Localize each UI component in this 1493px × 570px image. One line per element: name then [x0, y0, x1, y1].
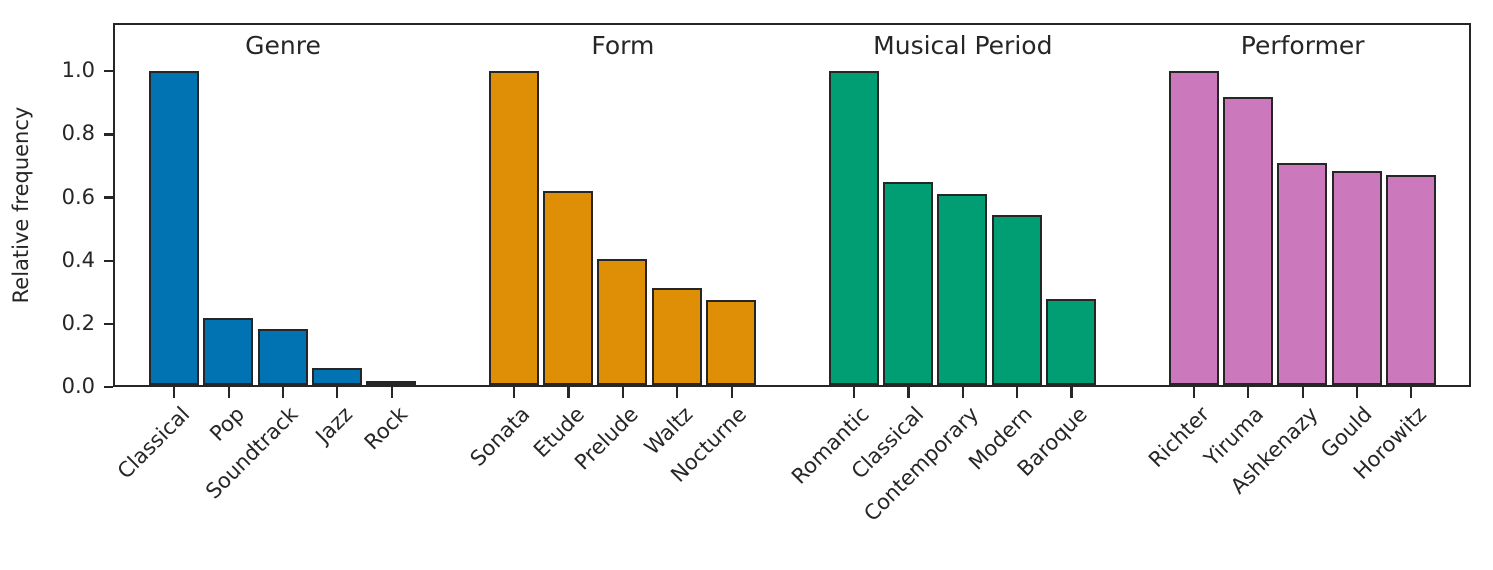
y-tick-mark [104, 322, 113, 325]
x-tick-label: Sonata [465, 402, 535, 471]
group-title: Musical Period [873, 31, 1053, 60]
x-tick-mark [730, 387, 733, 398]
x-tick-mark [853, 387, 856, 398]
group-title: Genre [245, 31, 321, 60]
y-tick-mark [104, 133, 113, 136]
bar [937, 194, 988, 385]
bar [1046, 298, 1096, 385]
bar [991, 214, 1042, 385]
bar [1168, 71, 1219, 385]
y-tick-mark [104, 259, 113, 262]
x-tick-mark [336, 387, 339, 398]
y-tick-label: 0.0 [61, 374, 95, 399]
x-tick-mark [281, 387, 285, 398]
x-tick-mark [621, 387, 624, 398]
group-title: Performer [1240, 31, 1365, 60]
x-tick-mark [676, 387, 679, 398]
x-tick-label: Pop [204, 402, 249, 446]
bar [882, 181, 933, 385]
bar [1277, 162, 1328, 385]
y-tick-mark [104, 196, 113, 199]
x-tick-mark [1355, 387, 1359, 398]
bar [1385, 175, 1436, 385]
bar [488, 71, 539, 385]
x-tick-mark [567, 387, 570, 398]
bar [597, 259, 648, 385]
y-tick-label: 1.0 [61, 58, 95, 83]
x-tick-mark [390, 387, 393, 398]
bar [651, 287, 702, 385]
bar [1331, 170, 1382, 385]
bar [1222, 96, 1273, 385]
x-tick-mark [1016, 387, 1019, 398]
bar [366, 380, 417, 385]
x-tick-label: Rock [359, 402, 412, 455]
bar [828, 71, 879, 385]
x-tick-mark [961, 387, 964, 398]
x-tick-mark [907, 387, 910, 398]
bar [203, 317, 254, 385]
y-tick-label: 0.2 [61, 310, 95, 335]
group-title: Form [591, 31, 655, 60]
x-tick-mark [1070, 387, 1073, 398]
x-tick-mark [173, 387, 176, 398]
bar [257, 328, 308, 385]
x-tick-mark [1410, 387, 1413, 398]
y-tick-label: 0.4 [61, 247, 95, 272]
x-tick-mark [513, 387, 516, 398]
x-tick-mark [227, 387, 230, 398]
x-tick-mark [1301, 387, 1304, 398]
bar [543, 191, 594, 385]
bar [311, 368, 362, 385]
y-tick-mark [104, 70, 113, 73]
x-tick-label: Jazz [311, 402, 358, 449]
y-tick-label: 0.8 [61, 121, 95, 146]
y-tick-label: 0.6 [61, 184, 95, 209]
x-tick-label: Classical [112, 402, 195, 484]
plot-area [113, 23, 1471, 387]
x-tick-mark [1247, 387, 1250, 398]
x-tick-label: Richter [1143, 402, 1214, 473]
bar [706, 300, 757, 385]
y-tick-mark [104, 385, 113, 389]
x-tick-mark [1192, 387, 1196, 398]
bar [148, 71, 199, 385]
